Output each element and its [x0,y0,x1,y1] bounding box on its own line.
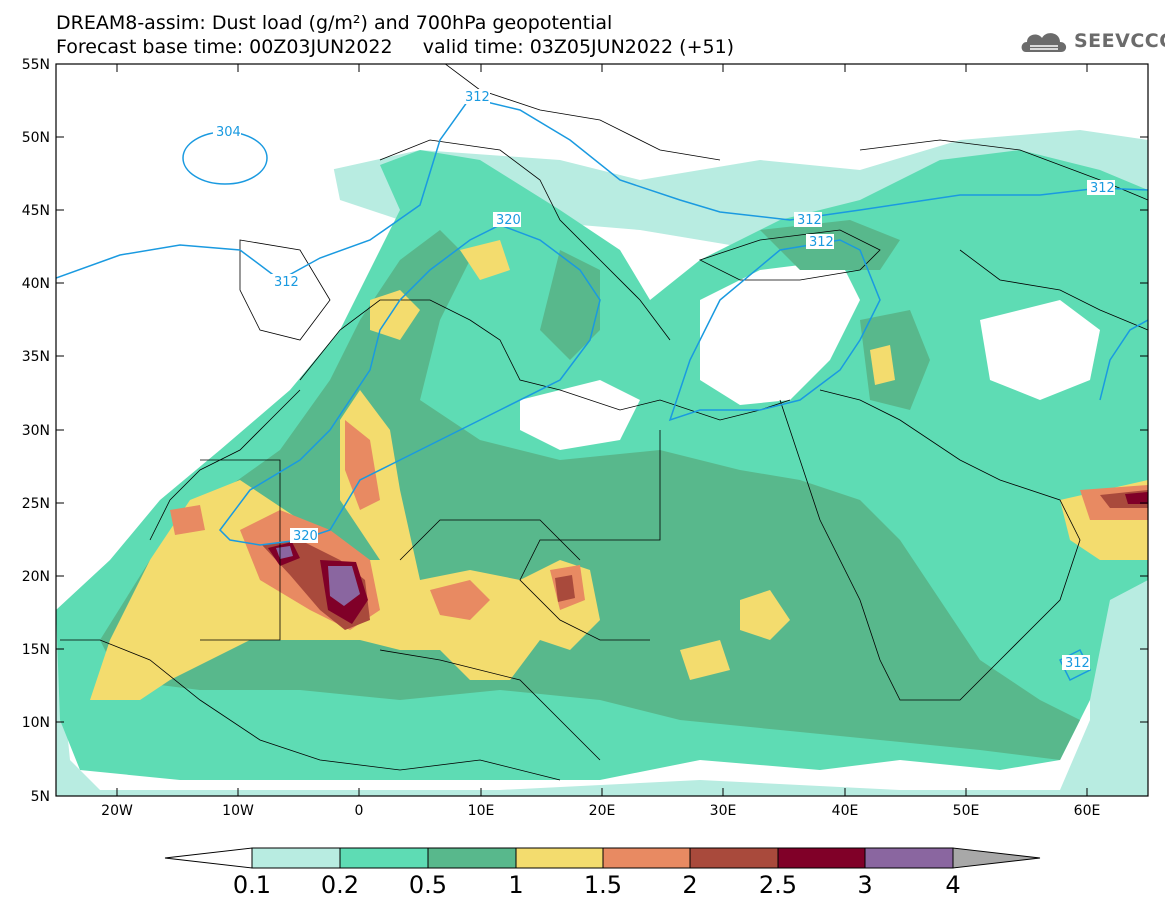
contour-labels: 312 304 320 312 312 312 320 312 312 [213,89,1115,671]
cloud-logo-icon [1021,33,1067,52]
colorbar-swatch [251,847,341,869]
logo-text: SEEVCCC [1074,30,1165,52]
colorbar-high-arrow [952,847,1041,869]
colorbar-swatch [339,847,429,869]
colorbar-tick: 0.1 [233,871,271,899]
lat-label: 20N [22,569,50,585]
lat-label: 30N [22,423,50,439]
colorbar-swatch [427,847,517,869]
lon-label: 10W [222,803,254,819]
colorbar-tick: 2 [682,871,697,899]
colorbar-swatch [515,847,604,869]
contour-label: 320 [496,213,521,228]
contour-label: 312 [274,275,299,290]
dust-clear-areas [56,64,1148,450]
lon-label: 20E [589,803,616,819]
lon-label: 30E [710,803,737,819]
contour-label: 312 [1090,181,1115,196]
contour-label: 320 [293,529,318,544]
colorbar-low-arrow [164,847,253,869]
lon-label: 60E [1074,803,1101,819]
contour-label: 312 [465,90,490,105]
contour-label: 312 [809,235,834,250]
colorbar-tick: 0.2 [321,871,359,899]
map-title: DREAM8-assim: Dust load (g/m²) and 700hP… [56,12,613,34]
lon-label: 20W [101,803,133,819]
country-borders [60,64,1148,781]
colorbar-tick: 0.5 [409,871,447,899]
lat-label: 45N [22,203,50,219]
map-subtitle: Forecast base time: 00Z03JUN2022 valid t… [56,36,735,58]
lon-label: 50E [953,803,980,819]
lat-label: 40N [22,276,50,292]
latitude-labels: 55N 50N 45N 40N 35N 30N 25N 20N 15N 10N … [22,57,50,805]
lat-label: 50N [22,130,50,146]
contour-label: 304 [216,125,241,140]
colorbar-swatch [777,847,866,869]
seevccc-logo: SEEVCCC [1018,24,1165,58]
colorbar-swatch [602,847,691,869]
lon-label: 40E [832,803,859,819]
lon-label: 0 [355,803,364,819]
colorbar: 0.1 0.2 0.5 1 1.5 2 2.5 3 4 [164,847,1041,899]
lat-label: 35N [22,349,50,365]
lat-label: 55N [22,57,50,73]
map-field [56,64,1148,796]
colorbar-tick: 3 [857,871,872,899]
lat-label: 10N [22,715,50,731]
lat-label: 25N [22,496,50,512]
geopotential-contours [56,97,1148,682]
colorbar-swatch [689,847,779,869]
contour-label: 312 [1065,656,1090,671]
colorbar-swatch [864,847,954,869]
colorbar-tick: 1 [508,871,523,899]
axis-ticks [56,63,1148,797]
longitude-labels: 20W 10W 0 10E 20E 30E 40E 50E 60E [101,803,1100,819]
lon-label: 10E [468,803,495,819]
colorbar-tick: 2.5 [759,871,797,899]
lat-label: 5N [31,789,50,805]
colorbar-tick: 4 [945,871,960,899]
contour-label: 312 [797,213,822,228]
colorbar-tick: 1.5 [584,871,622,899]
lat-label: 15N [22,642,50,658]
